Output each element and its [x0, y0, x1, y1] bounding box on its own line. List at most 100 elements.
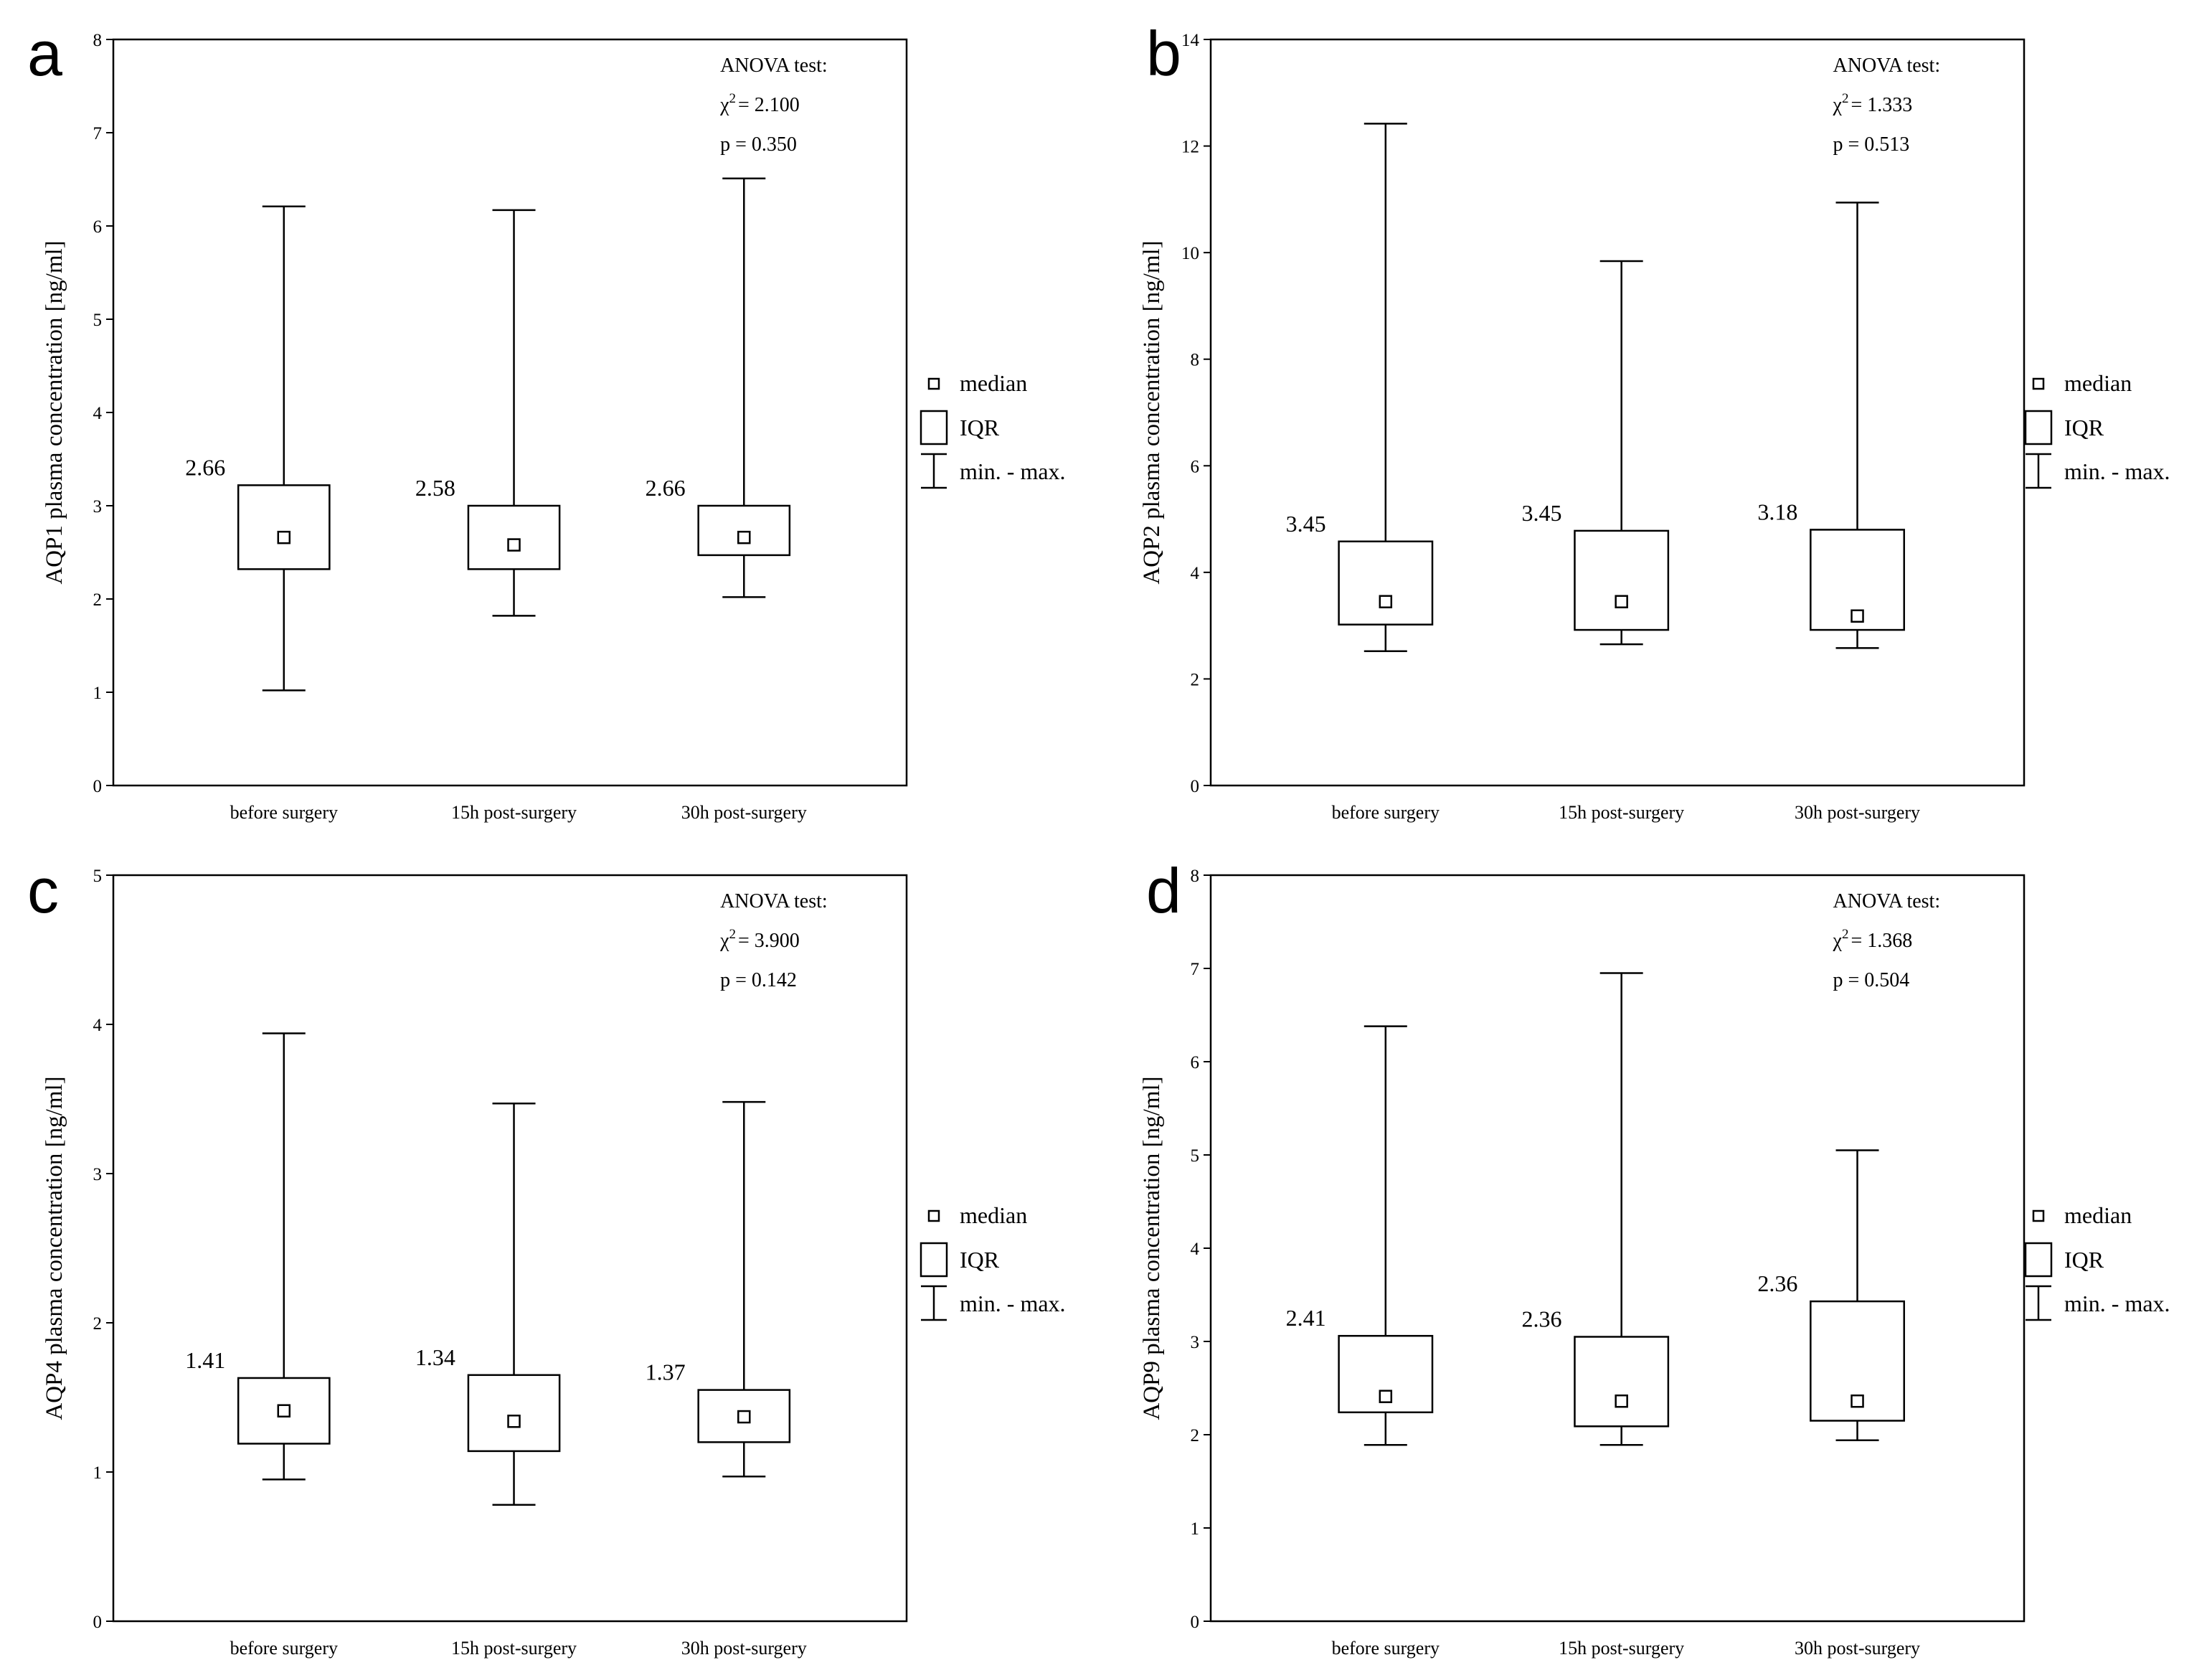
plot-frame	[1209, 38, 2026, 787]
y-tick-label: 0	[93, 1613, 103, 1632]
y-tick-label: 7	[1191, 960, 1200, 979]
y-tick-label: 6	[1191, 1053, 1200, 1072]
stats-test: ANOVA test:	[1833, 890, 1941, 912]
median-label: 2.36	[1521, 1306, 1561, 1332]
legend-iqr-icon	[920, 1242, 948, 1278]
x-tick-label: 30h post-surgery	[1795, 1638, 1920, 1659]
y-tick-label: 1	[1191, 1519, 1200, 1539]
x-tick-label: 15h post-surgery	[451, 802, 577, 823]
panel-b: b 0 2 4 6 8 10 12 14 AQP2 plasma concentration [n…	[1139, 18, 2170, 823]
median-label: 2.41	[1286, 1305, 1326, 1331]
iqr-box	[467, 1374, 561, 1453]
iqr-box	[1574, 529, 1670, 631]
legend-iqr-icon	[2024, 1242, 2053, 1278]
legend-median-icon	[927, 1209, 940, 1222]
legend: median IQR min. - max.	[2024, 370, 2170, 489]
median-marker	[507, 1415, 521, 1428]
y-tick-label: 5	[93, 311, 103, 330]
stats-test: ANOVA test:	[720, 890, 828, 912]
iqr-box	[237, 484, 331, 570]
median-label: 3.18	[1757, 499, 1797, 524]
legend-range-label: min. - max.	[960, 1291, 1066, 1316]
y-tick-label: 4	[93, 404, 103, 423]
x-tick-label: 30h post-surgery	[681, 1638, 807, 1659]
panel-a: a 0 1 2 3 4 5 6 7 8 AQP1 plasma concentration [ng/…	[27, 18, 1066, 823]
legend-median-label: median	[960, 370, 1027, 396]
median-label: 2.66	[185, 454, 225, 480]
legend: median IQR min. - max.	[2024, 1202, 2170, 1321]
panel-label: a	[27, 18, 62, 89]
y-axis-label: AQP4 plasma concentration [ng/ml]	[42, 1076, 67, 1420]
legend-median-icon	[2032, 377, 2045, 390]
legend-median-icon	[2032, 1209, 2045, 1222]
median-label: 3.45	[1521, 500, 1561, 526]
y-tick-label: 14	[1181, 31, 1200, 50]
y-tick-label: 7	[93, 124, 103, 143]
x-tick-label: before surgery	[1332, 1638, 1440, 1659]
y-tick-label: 2	[1191, 1426, 1200, 1445]
median-marker	[737, 1410, 751, 1424]
y-tick-label: 0	[93, 777, 103, 796]
legend-median-icon	[927, 377, 940, 390]
y-tick-label: 1	[93, 1463, 103, 1483]
y-tick-label: 4	[93, 1016, 103, 1035]
y-tick-label: 8	[1191, 867, 1200, 886]
x-tick-label: before surgery	[230, 802, 338, 823]
y-tick-label: 3	[93, 497, 103, 516]
median-label: 2.66	[646, 475, 686, 501]
legend-iqr-icon	[920, 410, 948, 445]
median-marker	[277, 530, 291, 544]
y-tick-label: 8	[93, 31, 103, 50]
legend-range-label: min. - max.	[2064, 458, 2170, 484]
y-axis-label: AQP1 plasma concentration [ng/ml]	[42, 240, 67, 584]
stats-chi: χ2 = 3.900	[719, 927, 800, 952]
y-axis-label: AQP9 plasma concentration [ng/ml]	[1139, 1076, 1165, 1420]
legend-median-label: median	[960, 1202, 1027, 1228]
y-tick-label: 3	[1191, 1333, 1200, 1352]
panel-label: d	[1146, 855, 1181, 926]
median-label: 1.34	[415, 1344, 455, 1370]
legend-median-label: median	[2064, 1202, 2132, 1228]
iqr-box	[1574, 1336, 1670, 1428]
iqr-box	[1338, 540, 1434, 626]
legend: median IQR min. - max.	[920, 1202, 1066, 1321]
median-label: 2.58	[415, 475, 455, 501]
legend-iqr-label: IQR	[960, 1247, 1000, 1273]
legend-range-label: min. - max.	[960, 458, 1066, 484]
iqr-box	[697, 504, 791, 557]
x-tick-label: before surgery	[230, 1638, 338, 1659]
x-tick-label: 15h post-surgery	[1559, 1638, 1684, 1659]
legend-iqr-icon	[2024, 410, 2053, 445]
iqr-box	[467, 504, 561, 570]
y-tick-label: 0	[1191, 1613, 1200, 1632]
panel-d: d 0 1 2 3 4 5 6 7 8 AQP9 plasma concentration [ng/…	[1139, 855, 2170, 1659]
y-tick-label: 2	[93, 590, 103, 610]
x-tick-label: 30h post-surgery	[681, 802, 807, 823]
stats-p: p = 0.142	[720, 969, 797, 991]
y-tick-label: 0	[1191, 777, 1200, 796]
y-tick-label: 10	[1181, 244, 1199, 263]
y-axis-label: AQP2 plasma concentration [ng/ml]	[1139, 240, 1165, 584]
median-marker	[737, 530, 751, 544]
x-tick-label: 15h post-surgery	[451, 1638, 577, 1659]
stats-p: p = 0.504	[1833, 969, 1910, 991]
stats-p: p = 0.350	[720, 133, 797, 156]
x-tick-label: 15h post-surgery	[1559, 802, 1684, 823]
legend-iqr-label: IQR	[2064, 1247, 2104, 1273]
median-label: 2.36	[1757, 1270, 1797, 1296]
legend: median IQR min. - max.	[920, 370, 1066, 489]
median-marker	[1851, 1394, 1864, 1408]
y-tick-label: 1	[93, 684, 103, 703]
stats-test: ANOVA test:	[1833, 55, 1941, 77]
plot-frame	[112, 874, 908, 1623]
panel-label: c	[27, 855, 59, 926]
median-marker	[1379, 1390, 1393, 1403]
median-label: 1.41	[185, 1347, 225, 1373]
y-tick-label: 12	[1181, 138, 1199, 157]
y-tick-label: 4	[1191, 564, 1200, 583]
panel-c: c 0 1 2 3 4 5 AQP4 plasma concentration [ng/ml]…	[27, 855, 1066, 1659]
y-tick-label: 4	[1191, 1240, 1200, 1259]
x-tick-label: 30h post-surgery	[1795, 802, 1920, 823]
stats-chi: χ2 = 1.368	[1833, 927, 1913, 952]
